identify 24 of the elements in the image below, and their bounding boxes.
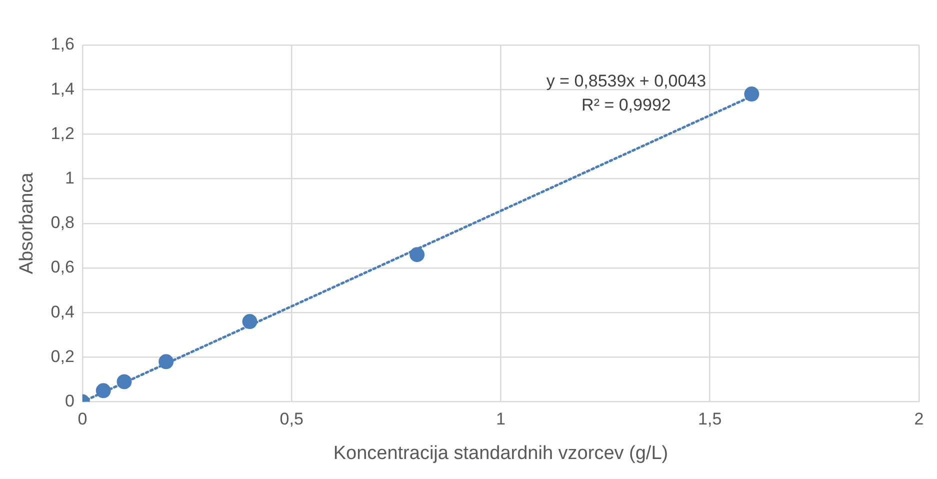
y-tick-label: 0 (64, 391, 74, 410)
x-tick-label: 0 (78, 410, 88, 429)
x-tick-label: 1,5 (698, 410, 722, 429)
x-axis-title: Koncentracija standardnih vzorcev (g/L) (333, 442, 668, 464)
y-tick-label: 1,6 (50, 34, 74, 54)
y-tick-label: 1 (64, 168, 74, 188)
y-tick-label: 1,2 (50, 124, 74, 143)
annotation: y = 0,8539x + 0,0043 (546, 72, 706, 91)
annotation: R² = 0,9992 (582, 96, 671, 115)
point (116, 374, 132, 390)
x-tick-label: 0,5 (280, 410, 304, 429)
point (242, 314, 258, 330)
point (410, 247, 425, 262)
y-tick-label: 0,6 (50, 258, 74, 277)
y-axis-title: Absorbanca (16, 172, 38, 274)
x-tick-label: 1 (496, 410, 506, 429)
y-tick-label: 0,2 (50, 346, 74, 366)
x-tick-label: 2 (914, 410, 924, 429)
point (744, 86, 760, 102)
y-tick-label: 0,8 (50, 213, 74, 232)
y-tick-label: 1,4 (50, 79, 74, 98)
point (158, 354, 174, 370)
y-tick-label: 0,4 (50, 302, 74, 322)
point (96, 383, 111, 398)
